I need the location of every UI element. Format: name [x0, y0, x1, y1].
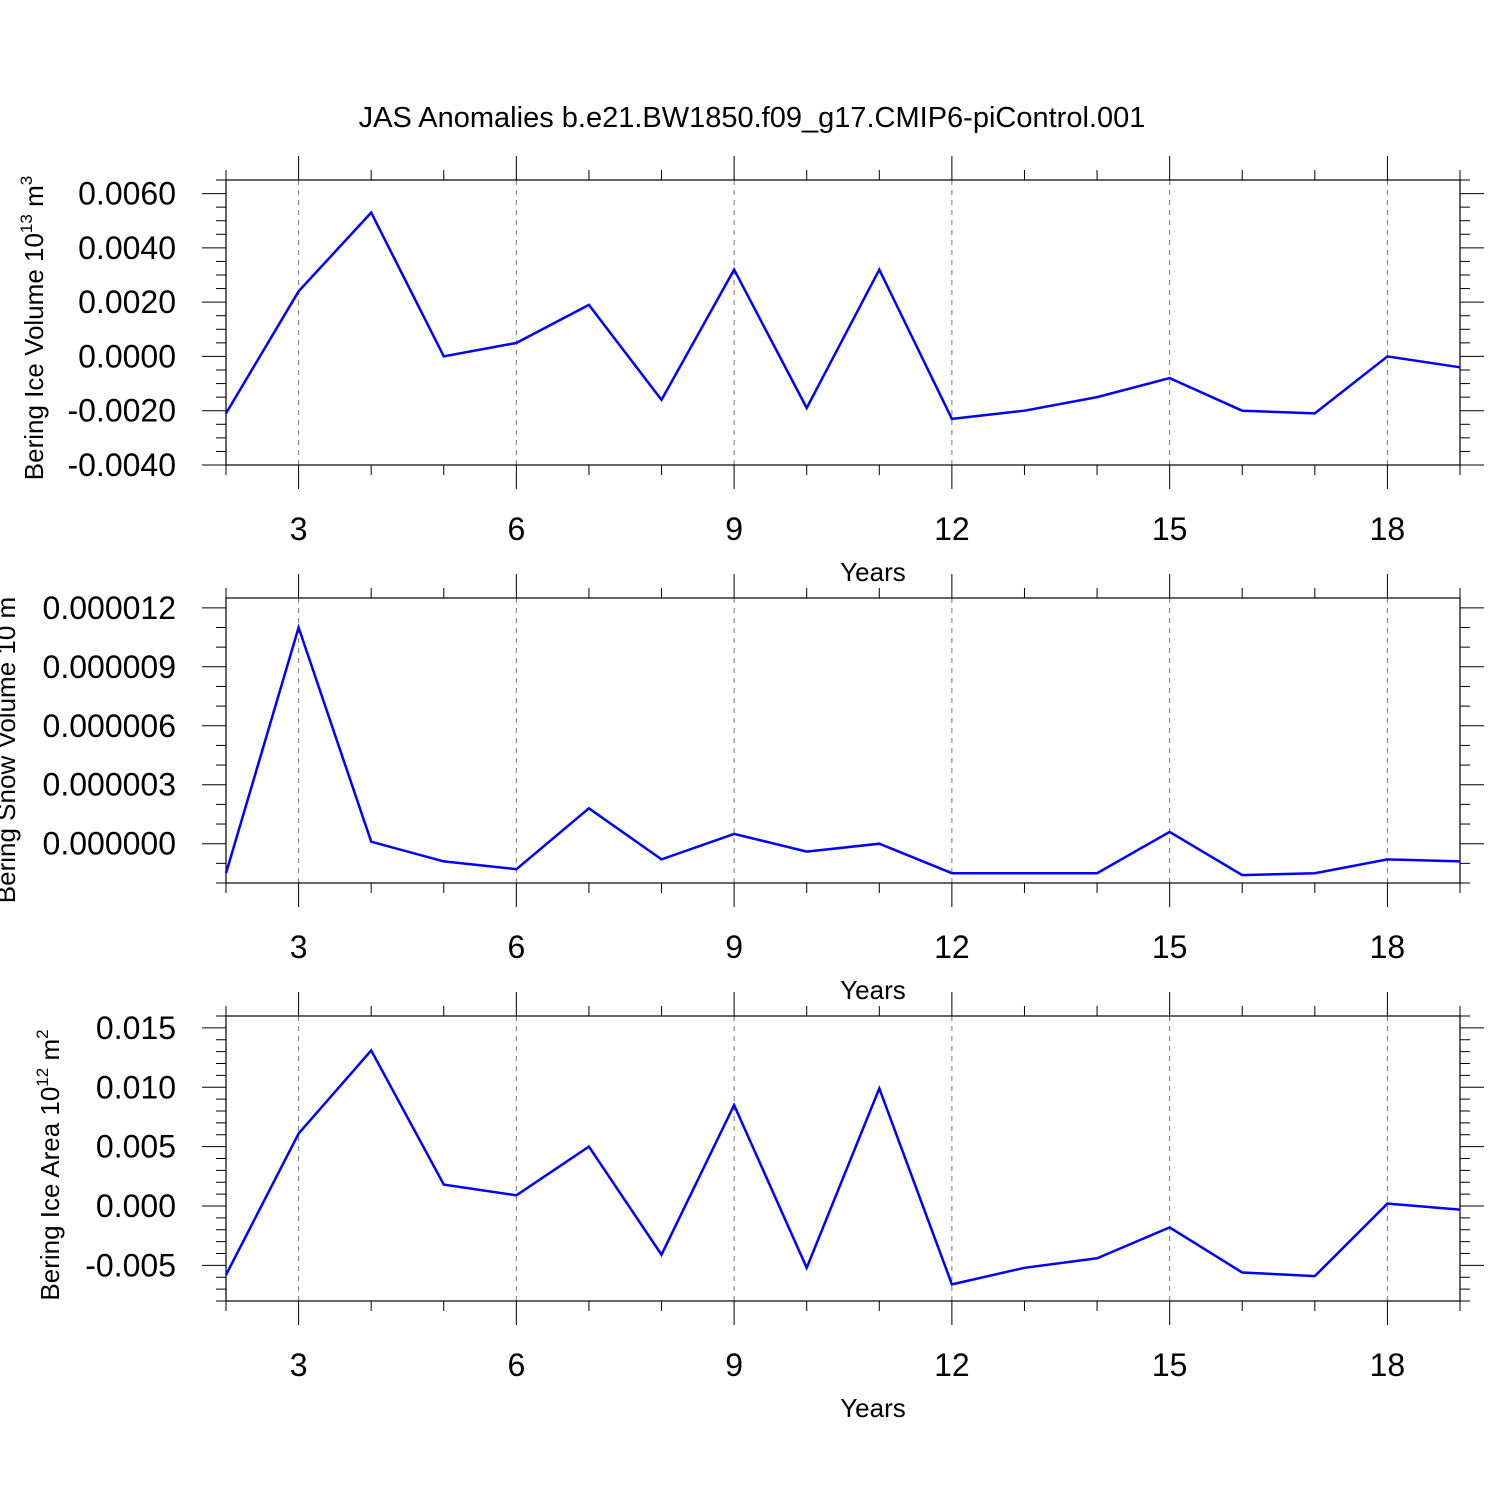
figure-title: JAS Anomalies b.e21.BW1850.f09_g17.CMIP6… [359, 102, 1146, 134]
p1-x-tick-label: 6 [507, 511, 525, 547]
p3-x-axis-label: Years [840, 1393, 906, 1423]
p2-y-tick-label: 0.000012 [43, 590, 176, 626]
p2-y-tick-label: 0.000006 [43, 708, 176, 744]
panel-ice-area: 3 6 9 12 15 18 Years -0.005 0.000 0.005 0.010 0.015… [33, 992, 1484, 1423]
p1-y-tick-label: 0.0040 [78, 230, 176, 266]
p2-x-tick-label: 18 [1370, 929, 1406, 965]
p3-y-tick-label: 0.005 [96, 1129, 176, 1165]
p1-y-tick-label: 0.0020 [78, 284, 176, 320]
p1-x-tick-label: 12 [934, 511, 970, 547]
p2-y-axis-label: Bering Snow Volume 10 m [0, 597, 21, 903]
p1-x-tick-label: 18 [1370, 511, 1406, 547]
panel-ice-volume: 3 6 9 12 15 18 Years -0.0040 -0.0020 0.0000 0.0020… [17, 156, 1484, 587]
p2-x-tick-label: 15 [1152, 929, 1188, 965]
panel-snow-volume: 3 6 9 12 15 18 Years 0.000000 0.000003 0.000006 0.… [0, 574, 1484, 1005]
p1-x-tick-label: 15 [1152, 511, 1188, 547]
p2-x-tick-label: 3 [290, 929, 308, 965]
p2-y-tick-label: 0.000000 [43, 826, 176, 862]
p3-y-tick-label: 0.015 [96, 1010, 176, 1046]
p3-x-tick-label: 6 [507, 1347, 525, 1383]
p3-y-tick-label: 0.010 [96, 1069, 176, 1105]
p2-x-axis-label: Years [840, 975, 906, 1005]
p1-y-axis-label: Bering Ice Volume 1013 m3 [17, 176, 49, 480]
p3-plot-frame [225, 1015, 1461, 1302]
p2-x-tick-label: 6 [507, 929, 525, 965]
p1-x-axis-label: Years [840, 557, 906, 587]
p2-y-tick-label: 0.000003 [43, 767, 176, 803]
p2-plot-frame [225, 597, 1461, 884]
p3-x-tick-label: 15 [1152, 1347, 1188, 1383]
p2-series-line [224, 623, 1461, 877]
p3-y-axis-label: Bering Ice Area 1012 m2 [33, 1029, 65, 1300]
p1-x-tick-label: 9 [725, 511, 743, 547]
p3-x-tick-label: 9 [725, 1347, 743, 1383]
p2-x-tick-label: 9 [725, 929, 743, 965]
p1-y-tick-label: -0.0020 [67, 393, 176, 429]
p2-y-tick-label: 0.000009 [43, 649, 176, 685]
p1-y-tick-label: -0.0040 [67, 447, 176, 483]
p3-x-tick-label: 3 [290, 1347, 308, 1383]
p1-y-tick-label: 0.0060 [78, 176, 176, 212]
p3-series-line [224, 1048, 1461, 1286]
p1-x-tick-label: 3 [290, 511, 308, 547]
p3-x-tick-label: 18 [1370, 1347, 1406, 1383]
p1-plot-frame [225, 179, 1461, 466]
p1-series-line [224, 210, 1461, 421]
p2-x-tick-label: 12 [934, 929, 970, 965]
p3-y-tick-label: -0.005 [85, 1247, 176, 1283]
p1-y-tick-label: 0.0000 [78, 338, 176, 374]
p3-x-tick-label: 12 [934, 1347, 970, 1383]
p3-y-tick-label: 0.000 [96, 1188, 176, 1224]
